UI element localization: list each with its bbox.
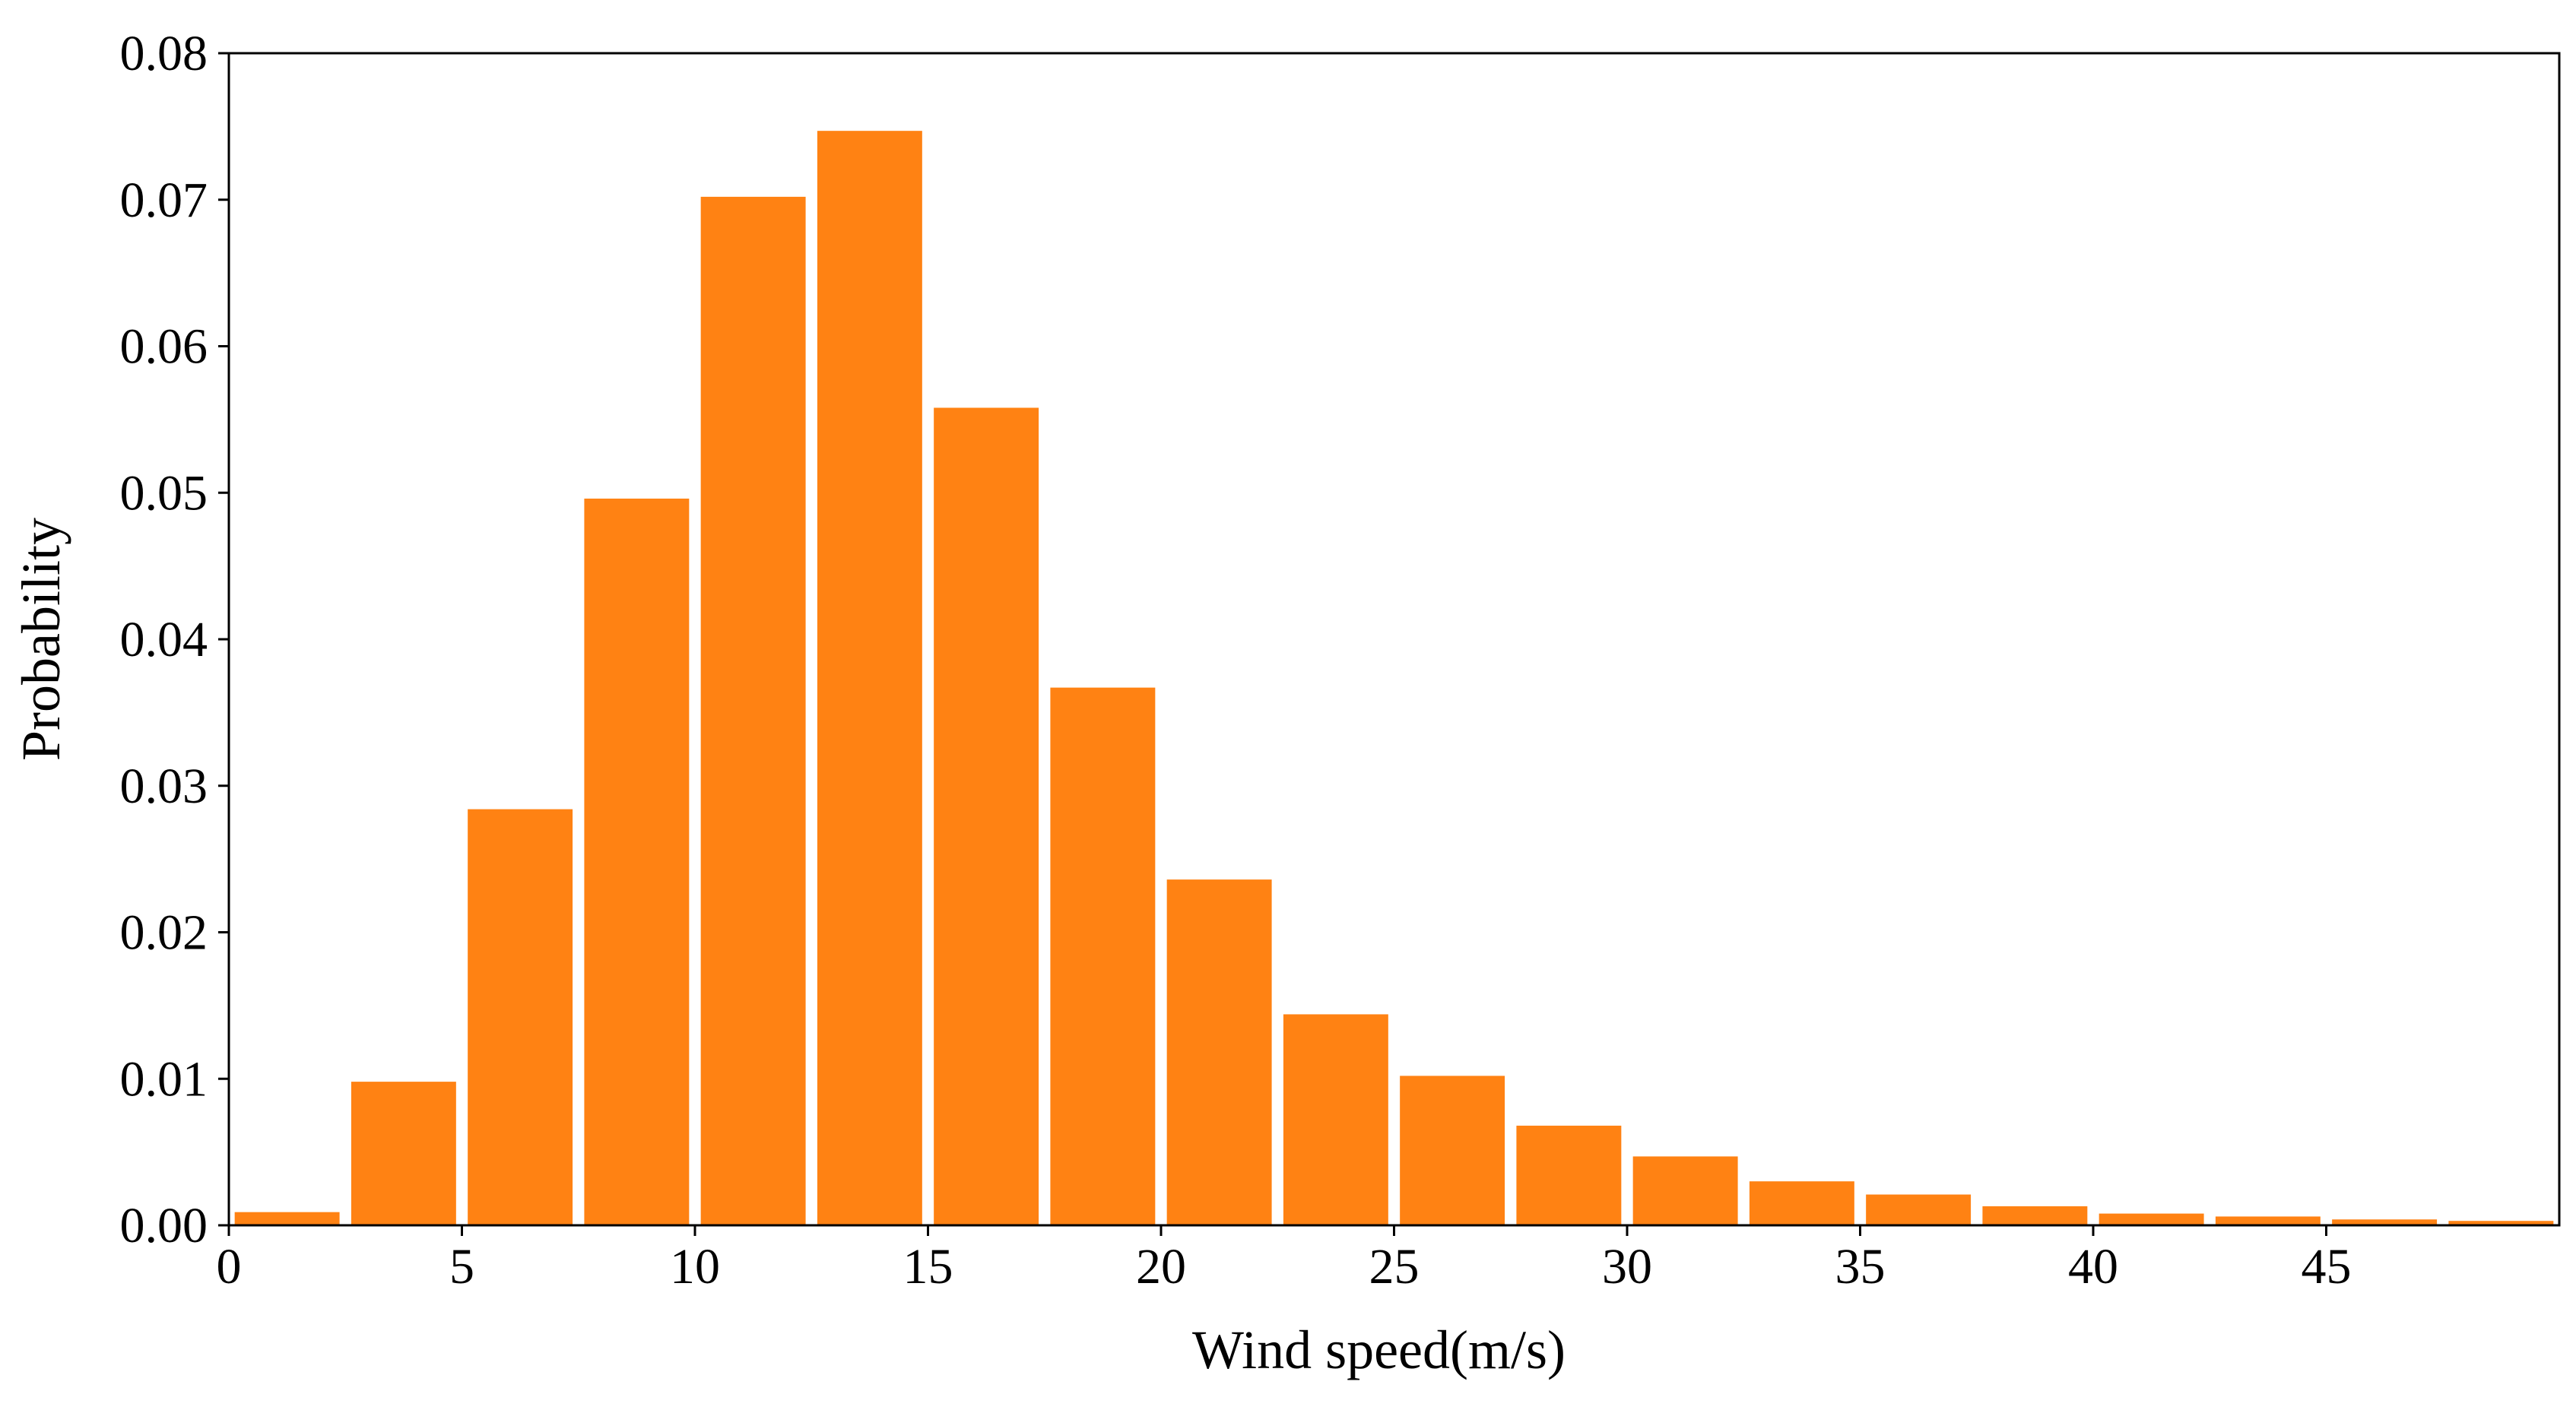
- x-tick-label: 35: [1835, 1239, 1886, 1294]
- bar-0: [234, 1212, 340, 1225]
- bar-6: [934, 407, 1039, 1225]
- x-axis: 0 5 10 15 20 25 30 35 40 45: [217, 1225, 2352, 1294]
- bar-16: [2099, 1213, 2204, 1225]
- y-tick-label: 0.08: [120, 26, 208, 81]
- y-tick-label: 0.00: [120, 1198, 208, 1253]
- y-tick-label: 0.04: [120, 612, 208, 667]
- x-tick-label: 25: [1369, 1239, 1420, 1294]
- x-tick-label: 20: [1136, 1239, 1186, 1294]
- bar-2: [468, 809, 573, 1225]
- bar-19: [2448, 1221, 2554, 1225]
- x-tick-label: 40: [2068, 1239, 2118, 1294]
- bar-4: [700, 196, 806, 1225]
- bar-8: [1166, 879, 1272, 1225]
- bar-10: [1400, 1076, 1505, 1225]
- bar-9: [1283, 1014, 1388, 1225]
- bar-7: [1050, 687, 1156, 1225]
- x-tick-label: 30: [1602, 1239, 1652, 1294]
- bar-12: [1632, 1156, 1738, 1225]
- x-tick-label: 45: [2302, 1239, 2352, 1294]
- x-tick-label: 5: [449, 1239, 474, 1294]
- x-axis-title: Wind speed(m/s): [1192, 1320, 1566, 1380]
- bar-1: [351, 1082, 456, 1225]
- bar-14: [1866, 1194, 1972, 1225]
- bar-5: [817, 131, 922, 1226]
- bar-13: [1749, 1181, 1854, 1225]
- x-tick-label: 10: [670, 1239, 720, 1294]
- bar-15: [1982, 1206, 2088, 1225]
- y-tick-label: 0.06: [120, 319, 208, 375]
- y-tick-label: 0.02: [120, 905, 208, 961]
- bar-3: [584, 498, 690, 1225]
- y-axis: 0.00 0.01 0.02 0.03 0.04 0.05 0.06 0.07 0.08: [120, 26, 229, 1253]
- bars-group: [234, 131, 2554, 1226]
- y-tick-label: 0.05: [120, 465, 208, 521]
- y-tick-label: 0.07: [120, 173, 208, 228]
- bar-17: [2215, 1216, 2321, 1225]
- y-tick-label: 0.03: [120, 759, 208, 814]
- bar-11: [1516, 1125, 1622, 1225]
- bar-18: [2332, 1219, 2438, 1225]
- x-tick-label: 0: [217, 1239, 242, 1294]
- x-tick-label: 15: [903, 1239, 953, 1294]
- y-tick-label: 0.01: [120, 1051, 208, 1107]
- y-axis-title: Probability: [11, 518, 71, 761]
